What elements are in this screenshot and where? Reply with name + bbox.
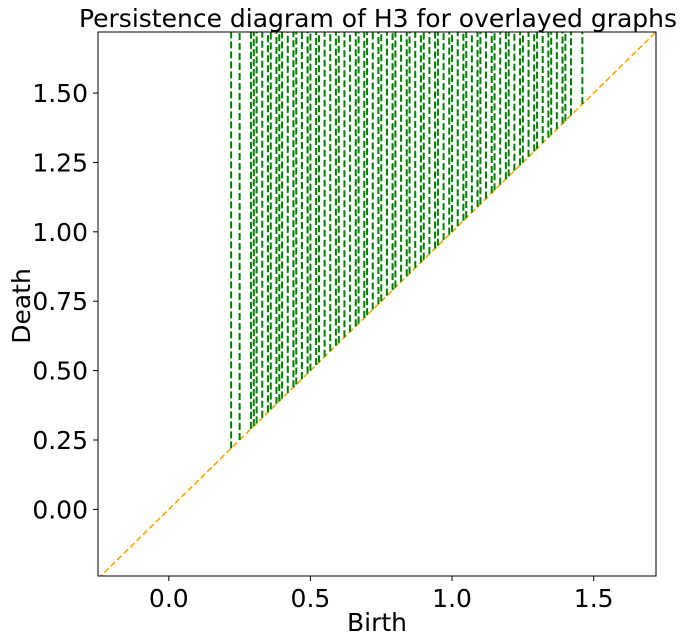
y-tick-label-2: 0.50	[32, 357, 88, 386]
y-tick-label-1: 0.25	[32, 426, 88, 455]
x-tick-label-1: 0.5	[291, 584, 331, 613]
y-tick-label-3: 0.75	[32, 287, 88, 316]
y-axis-ticks: 0.00 0.25 0.50 0.75 1.00 1.25 1.50	[32, 79, 98, 524]
plot-frame	[97, 31, 657, 577]
y-axis-label: Death	[7, 268, 36, 344]
plot-area	[97, 31, 657, 577]
x-tick-label-2: 1.0	[432, 584, 472, 613]
x-axis-label: Birth	[347, 608, 407, 637]
y-tick-label-4: 1.00	[32, 218, 88, 247]
y-tick-label-0: 0.00	[32, 495, 88, 524]
y-tick-label-6: 1.50	[32, 79, 88, 108]
y-tick-label-5: 1.25	[32, 148, 88, 177]
chart-title: Persistence diagram of H3 for overlayed …	[79, 4, 677, 33]
x-tick-label-3: 1.5	[574, 584, 614, 613]
x-axis-ticks: 0.0 0.5 1.0 1.5	[149, 576, 614, 613]
diagonal-line	[99, 32, 656, 576]
plot-content	[99, 32, 656, 576]
x-tick-label-0: 0.0	[149, 584, 189, 613]
